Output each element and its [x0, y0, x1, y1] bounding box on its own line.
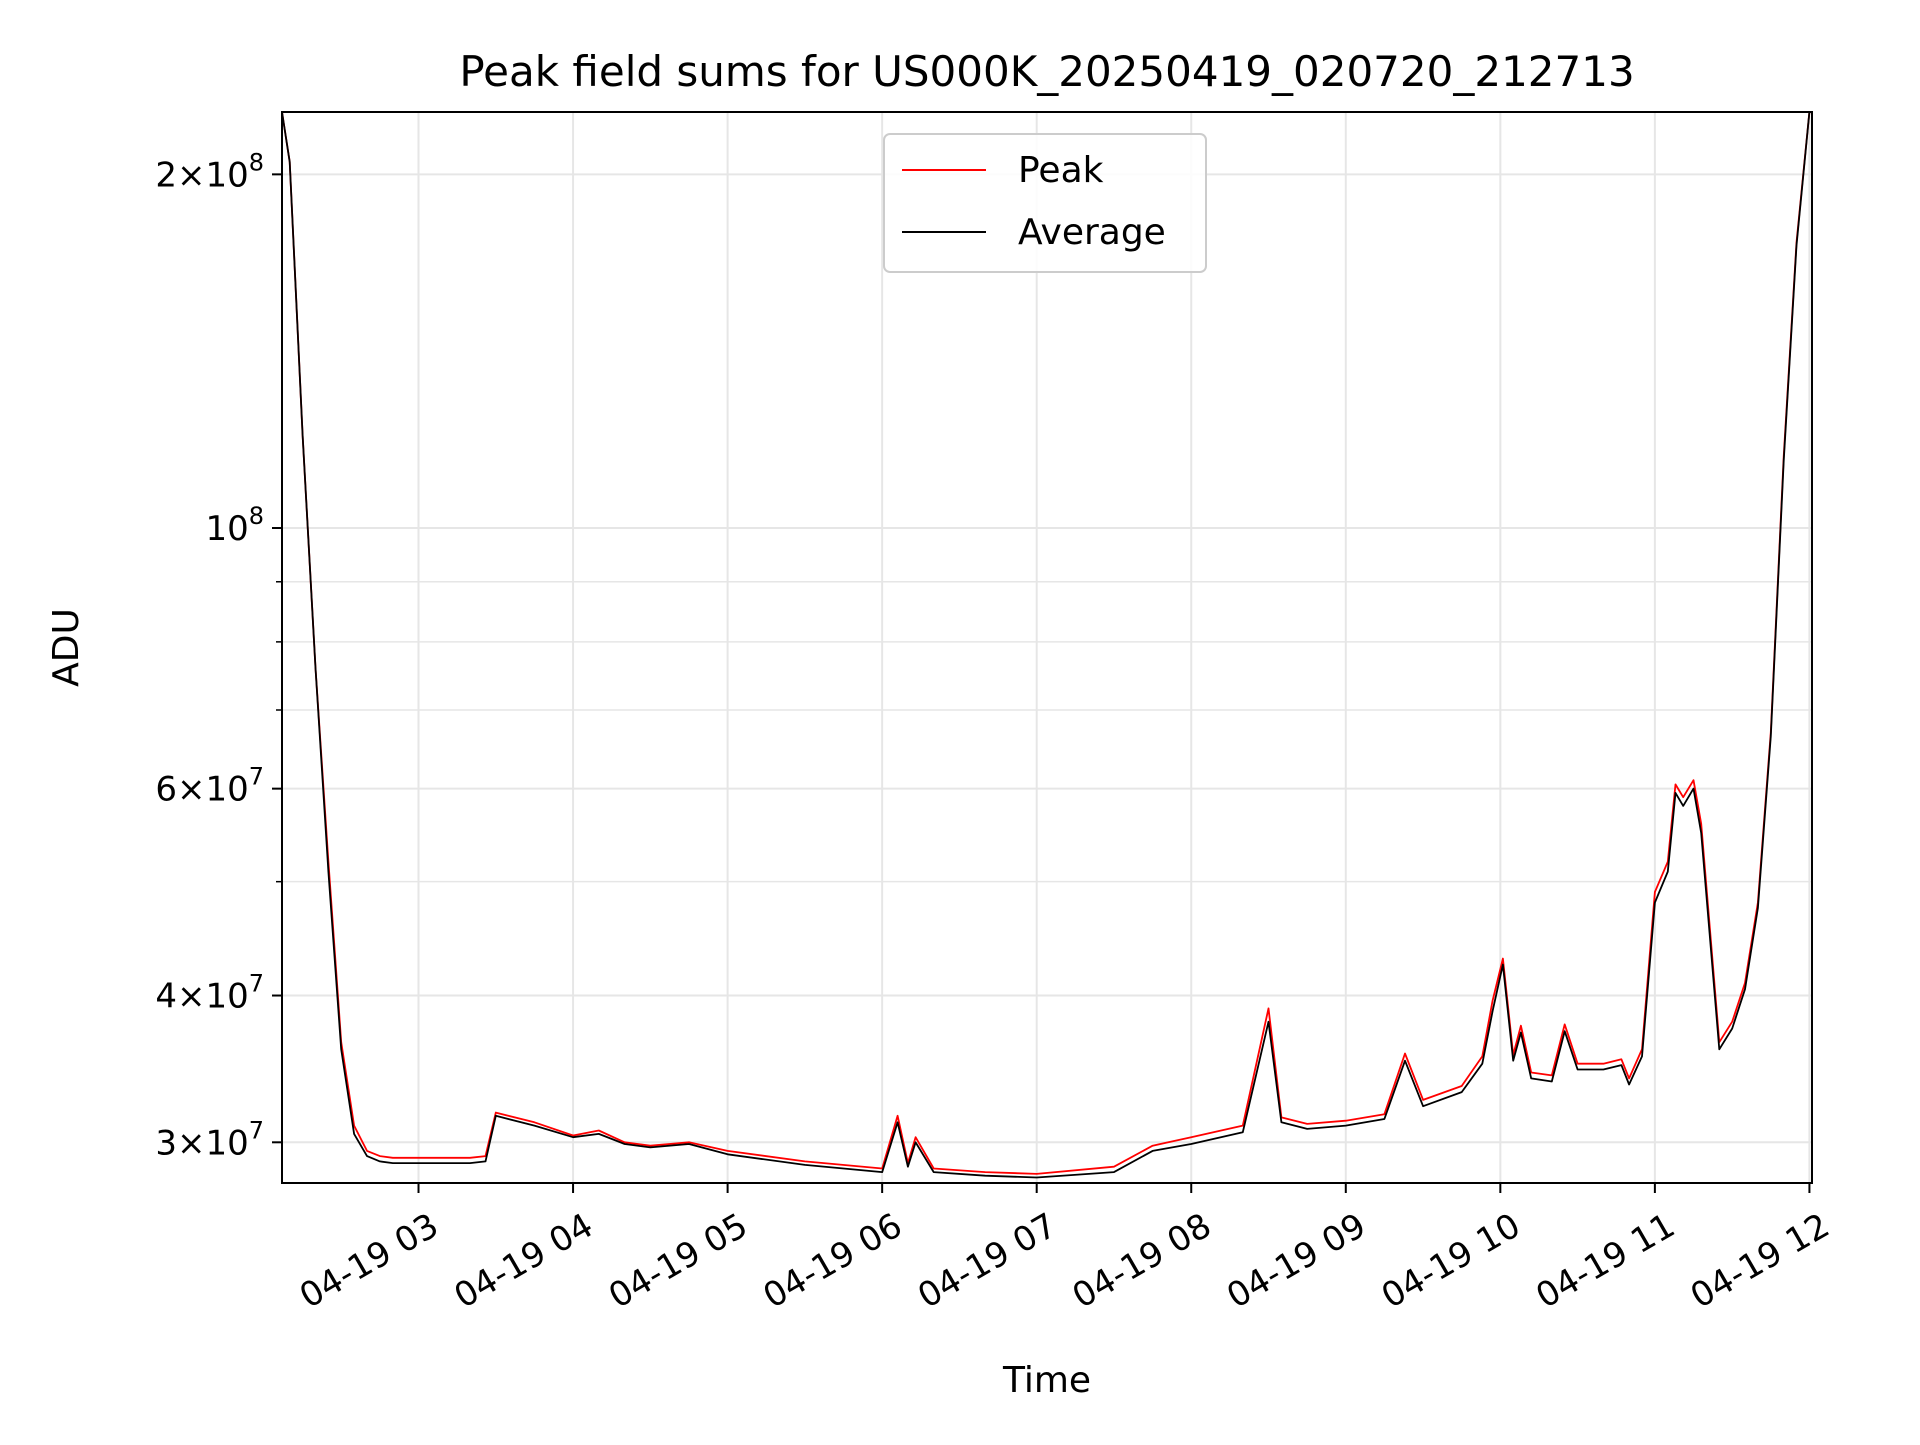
series-line-average [281, 111, 1811, 1179]
x-tick-label: 04-19 08 [1066, 1206, 1218, 1317]
plot-frame [281, 111, 1813, 1184]
x-tick-label: 04-19 05 [602, 1206, 754, 1317]
legend-box [883, 133, 1207, 273]
legend-label-average: Average [1018, 212, 1166, 253]
x-tick-label: 04-19 04 [448, 1206, 600, 1317]
series-layer [281, 111, 1811, 1179]
y-tick-label: 6×107 [155, 763, 264, 810]
y-tick-label: 3×107 [155, 1116, 264, 1163]
y-axis-label: ADU [46, 608, 87, 687]
x-axis-label: Time [1002, 1360, 1091, 1401]
x-tick-label: 04-19 11 [1529, 1206, 1681, 1317]
x-tick-label: 04-19 03 [293, 1206, 445, 1317]
legend-label-peak: Peak [1018, 150, 1104, 191]
x-tick-label: 04-19 09 [1220, 1206, 1372, 1317]
y-tick-label: 108 [205, 502, 264, 549]
x-tick-label: 04-19 12 [1684, 1206, 1836, 1317]
x-tick-label: 04-19 10 [1375, 1206, 1527, 1317]
x-tick-label: 04-19 07 [911, 1206, 1063, 1317]
grid [282, 112, 1812, 1183]
y-tick-label: 4×107 [155, 970, 264, 1017]
legend: Peak Average [883, 133, 1207, 273]
y-tick-label: 2×108 [155, 148, 264, 195]
chart-title: Peak field sums for US000K_20250419_0207… [459, 47, 1634, 96]
x-tick-label: 04-19 06 [757, 1206, 909, 1317]
